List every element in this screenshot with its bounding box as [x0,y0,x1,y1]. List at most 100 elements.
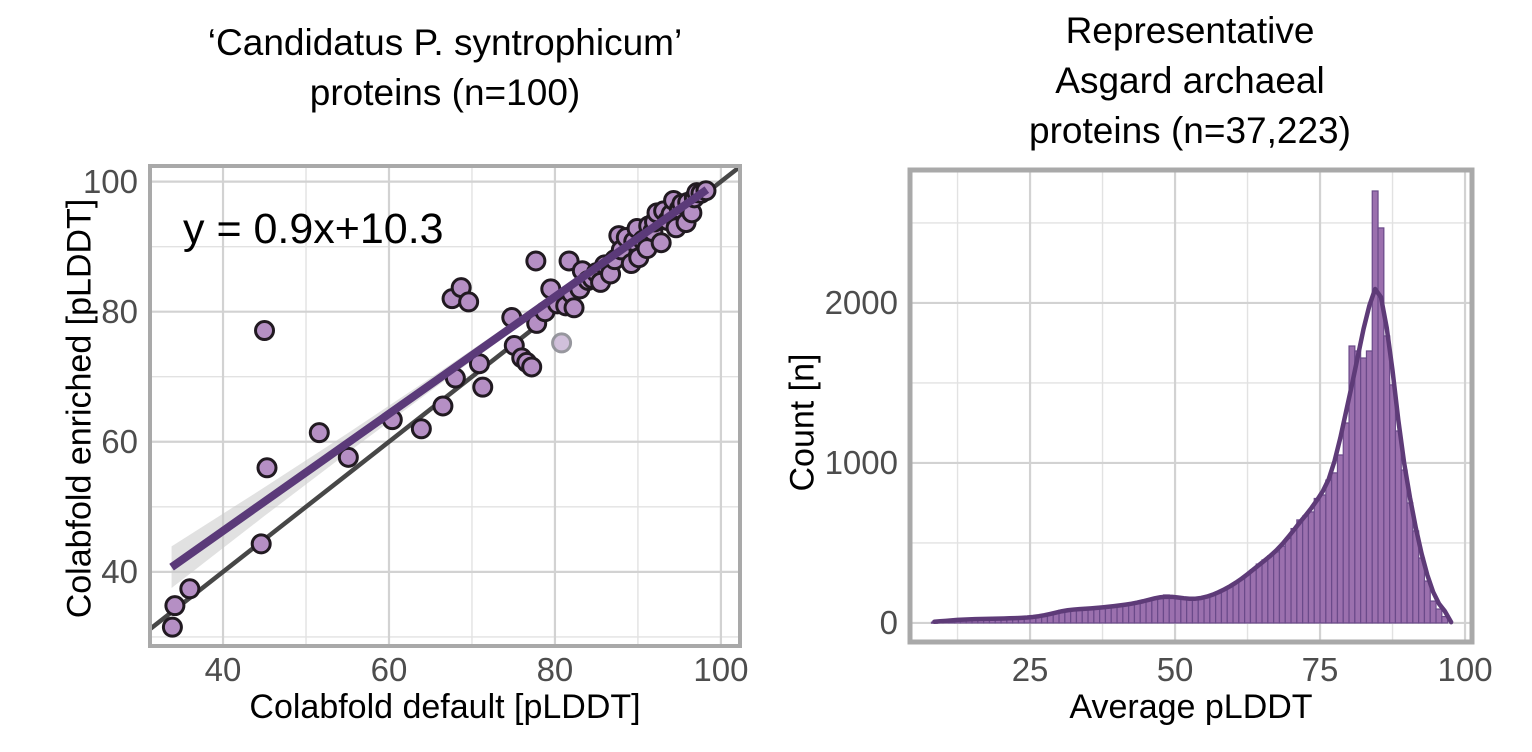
x-tick-label: 40 [204,651,242,688]
regression-equation: y = 0.9x+10.3 [183,205,444,253]
x-tick-label: 100 [1437,651,1493,688]
histogram-bar [1313,497,1321,624]
right-plot-title-line3: proteins (n=37,223) [1029,110,1351,151]
histogram-bar [1354,350,1362,624]
histogram-bar [1110,605,1118,624]
histogram-bar [1116,604,1124,624]
scatter-point [521,356,543,378]
left-plot-layers [150,166,740,638]
scatter-point [563,297,585,319]
histogram-bar [1278,545,1286,624]
x-tick-label: 75 [1301,651,1339,688]
scatter-point [410,418,432,440]
histogram-bar [1383,335,1391,624]
histogram-bar [1406,502,1414,624]
scatter-point [256,457,278,479]
scatter-point [308,422,330,444]
right-panel-svg [907,167,1475,645]
x-tick-label: 25 [1011,651,1049,688]
scatter-point [179,578,201,600]
histogram-bar [1226,586,1234,624]
histogram-bar [1267,555,1275,624]
y-tick-label: 80 [101,292,138,330]
x-tick-label: 60 [370,651,408,688]
scatter-point [472,376,494,398]
histogram-bar [1122,604,1130,624]
left-plot-title-line2: proteins (n=100) [309,72,581,113]
right-plot-layers [930,190,1454,625]
scatter-point-faded [551,332,573,354]
histogram-bar [1429,600,1437,624]
histogram-bar [1238,578,1246,624]
histogram-bar [1197,598,1205,624]
histogram-bar [1377,227,1385,624]
y-tick-label: 2000 [824,283,898,321]
scatter-point [650,232,672,254]
right-plot: Representative Asgard archaeal proteins … [784,0,1532,752]
scatter-point [525,250,547,272]
left-panel-svg [148,164,742,648]
right-x-axis-title: Average pLDDT [1069,688,1313,726]
y-tick-label: 40 [101,552,138,590]
histogram-bar [1128,603,1136,624]
right-plot-title: Representative Asgard archaeal proteins … [880,6,1500,156]
histogram-bar [1302,515,1310,624]
histogram-bar [1389,384,1397,624]
scatter-point [337,446,359,468]
histogram-bar [1174,597,1182,624]
panel-border [148,164,742,648]
x-tick-label: 50 [1156,651,1194,688]
scatter-point [432,395,454,417]
density-curve [932,286,1454,625]
left-plot-title: ‘Candidatus P. syntrophicum’ proteins (n… [100,18,790,118]
histogram-bar [1139,600,1147,624]
histogram-bar [1273,551,1281,624]
histogram-bar [1145,599,1153,624]
histogram-bar [1296,519,1304,624]
histogram-bar [1307,511,1315,624]
histogram-bar [1360,357,1368,624]
left-plot-title-line1: ‘Candidatus P. syntrophicum’ [207,22,683,63]
histogram-bar [1232,582,1240,624]
histogram-bar [1290,527,1298,624]
y-tick-label: 0 [879,603,898,641]
scatter-point [458,291,480,313]
histogram-bar [1244,574,1252,624]
histogram-bar [1191,599,1199,624]
histogram-bar [1186,598,1194,624]
histogram-bar [1319,494,1327,624]
histogram-bar [1435,608,1443,624]
y-tick-label: 100 [82,162,138,200]
histogram-bar [1180,598,1188,624]
histogram-bar [1220,589,1228,624]
y-tick-label: 1000 [824,443,898,481]
histogram-bar [1400,469,1408,624]
right-plot-title-line2: Asgard archaeal [1055,60,1325,101]
scatter-point [254,320,276,342]
histogram-bar [1133,602,1141,624]
histogram-bar [1157,596,1165,624]
histogram-bar [1249,569,1257,624]
scatter-point [164,595,186,617]
histogram-bar [1336,454,1344,624]
right-plot-title-line1: Representative [1065,10,1315,51]
scatter-point [250,533,272,555]
histogram-bar [1104,606,1112,624]
histogram-bar [1331,472,1339,624]
histogram-bar [1203,596,1211,624]
histogram-bar [1284,537,1292,624]
histogram-bar [1215,591,1223,624]
histogram-bar [1168,595,1176,624]
histogram-bar [1371,190,1379,624]
histogram-bar [1209,594,1217,624]
histogram-bar [1261,559,1269,624]
histogram-bar [1342,422,1350,624]
histogram-bar [1325,479,1333,624]
x-tick-label: 80 [536,651,574,688]
panel-border [907,167,1475,645]
left-plot: ‘Candidatus P. syntrophicum’ proteins (n… [61,18,790,726]
histogram-bar [1365,350,1373,624]
left-x-axis-title: Colabfold default [pLDDT] [249,688,641,726]
y-tick-label: 60 [101,422,138,460]
